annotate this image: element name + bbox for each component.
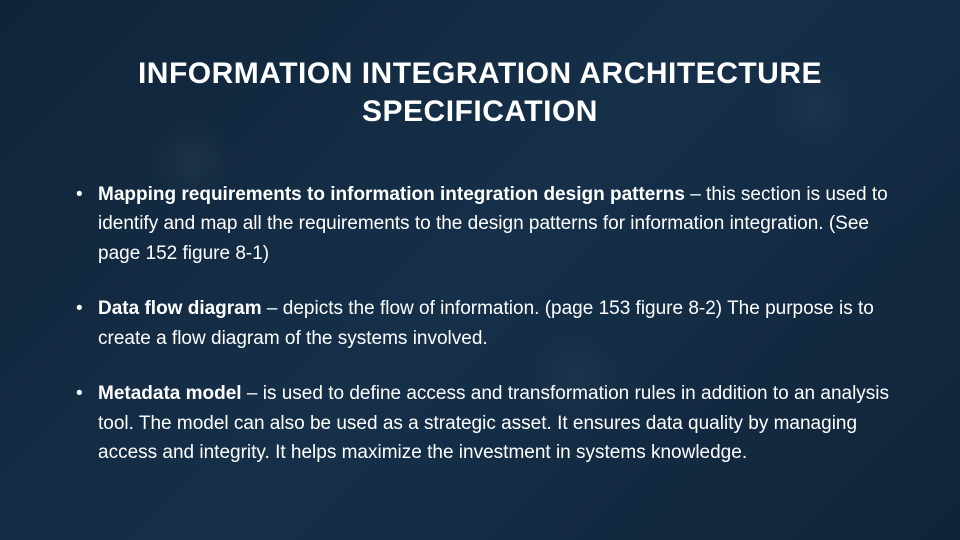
- bullet-lead: Mapping requirements to information inte…: [98, 184, 685, 205]
- list-item: Metadata model – is used to define acces…: [70, 379, 890, 467]
- bullet-lead: Data flow diagram: [98, 298, 262, 319]
- slide-title: INFORMATION INTEGRATION ARCHITECTURE SPE…: [70, 55, 890, 130]
- list-item: Data flow diagram – depicts the flow of …: [70, 294, 890, 353]
- bullet-list: Mapping requirements to information inte…: [70, 180, 890, 468]
- list-item: Mapping requirements to information inte…: [70, 180, 890, 268]
- slide: INFORMATION INTEGRATION ARCHITECTURE SPE…: [0, 0, 960, 540]
- bullet-lead: Metadata model: [98, 383, 242, 404]
